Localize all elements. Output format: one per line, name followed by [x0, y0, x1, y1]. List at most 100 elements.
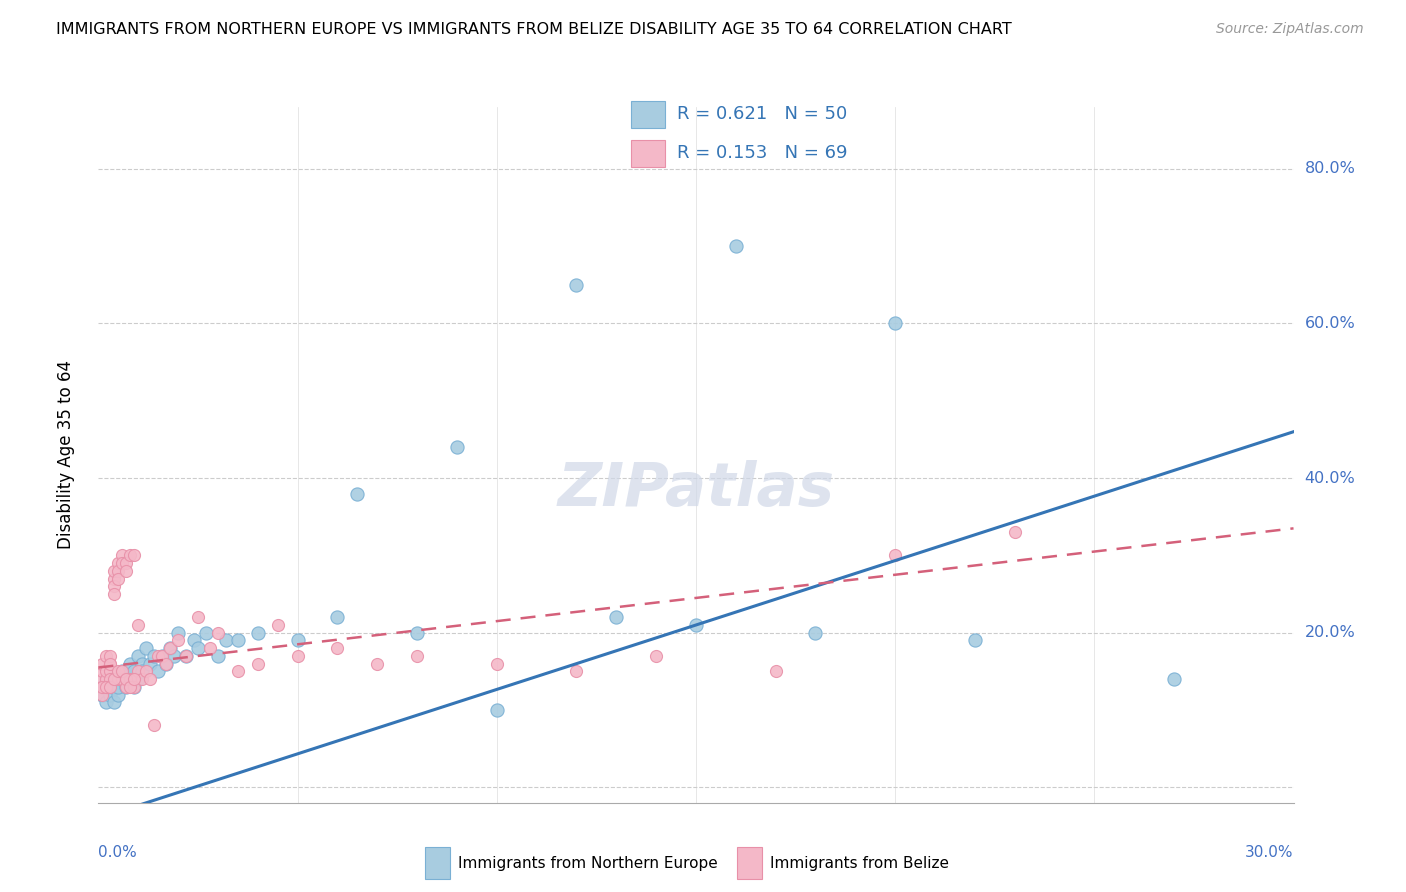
Y-axis label: Disability Age 35 to 64: Disability Age 35 to 64: [56, 360, 75, 549]
Point: [127, 665, 149, 679]
Point: [115, 556, 138, 570]
Point: [143, 718, 166, 732]
Point: [107, 556, 129, 570]
Point: [645, 648, 668, 663]
Point: [326, 641, 349, 656]
Point: [103, 680, 125, 694]
Point: [96, 648, 118, 663]
Point: [167, 625, 190, 640]
Point: [120, 672, 142, 686]
Point: [91, 680, 114, 694]
Point: [103, 672, 125, 686]
Point: [107, 688, 129, 702]
Point: [139, 672, 162, 686]
Point: [963, 633, 986, 648]
Point: [148, 648, 170, 663]
Point: [91, 680, 114, 694]
Text: 80.0%: 80.0%: [1305, 161, 1355, 177]
Point: [115, 564, 138, 578]
Point: [246, 625, 269, 640]
Bar: [631, 101, 665, 128]
Point: [111, 549, 134, 563]
Point: [406, 648, 429, 663]
Point: [155, 657, 177, 671]
Point: [884, 549, 907, 563]
Point: [485, 703, 508, 717]
Point: [143, 648, 166, 663]
Point: [96, 665, 118, 679]
Point: [107, 680, 129, 694]
Text: IMMIGRANTS FROM NORTHERN EUROPE VS IMMIGRANTS FROM BELIZE DISABILITY AGE 35 TO 6: IMMIGRANTS FROM NORTHERN EUROPE VS IMMIG…: [56, 22, 1012, 37]
Point: [96, 672, 118, 686]
Point: [155, 657, 177, 671]
Point: [159, 641, 181, 656]
Point: [207, 648, 229, 663]
Point: [96, 680, 118, 694]
Point: [605, 610, 627, 624]
Point: [150, 648, 173, 663]
Point: [565, 277, 588, 292]
Point: [135, 665, 157, 679]
Point: [111, 665, 134, 679]
Point: [198, 641, 221, 656]
Point: [485, 657, 508, 671]
Point: [115, 680, 138, 694]
Point: [226, 633, 249, 648]
Point: [148, 665, 170, 679]
Point: [187, 610, 209, 624]
Point: [107, 572, 129, 586]
Point: [91, 688, 114, 702]
Bar: [631, 140, 665, 167]
Point: [1163, 672, 1185, 686]
Point: [111, 672, 134, 686]
Bar: [425, 847, 450, 880]
Point: [96, 695, 118, 709]
Point: [124, 549, 146, 563]
Point: [98, 680, 122, 694]
Point: [287, 633, 309, 648]
Point: [215, 633, 238, 648]
Text: 30.0%: 30.0%: [1246, 846, 1294, 860]
Point: [107, 564, 129, 578]
Text: 0.0%: 0.0%: [98, 846, 138, 860]
Point: [135, 641, 157, 656]
Point: [174, 648, 197, 663]
Point: [91, 657, 114, 671]
Point: [765, 665, 787, 679]
Point: [91, 680, 114, 694]
Point: [131, 665, 153, 679]
Point: [124, 665, 146, 679]
Point: [366, 657, 388, 671]
Point: [884, 317, 907, 331]
Point: [91, 688, 114, 702]
Point: [98, 657, 122, 671]
Point: [346, 486, 368, 500]
Point: [267, 618, 290, 632]
Point: [124, 672, 146, 686]
Point: [287, 648, 309, 663]
Point: [127, 672, 149, 686]
Text: 20.0%: 20.0%: [1305, 625, 1355, 640]
Point: [120, 672, 142, 686]
Point: [98, 688, 122, 702]
Point: [98, 648, 122, 663]
Text: 60.0%: 60.0%: [1305, 316, 1355, 331]
Text: ZIPatlas: ZIPatlas: [557, 460, 835, 519]
Point: [565, 665, 588, 679]
Text: R = 0.153   N = 69: R = 0.153 N = 69: [678, 145, 848, 162]
Point: [91, 672, 114, 686]
Point: [194, 625, 218, 640]
Point: [183, 633, 205, 648]
Point: [107, 672, 129, 686]
Point: [96, 680, 118, 694]
Point: [103, 695, 125, 709]
Point: [91, 665, 114, 679]
Point: [131, 657, 153, 671]
Point: [120, 657, 142, 671]
Point: [207, 625, 229, 640]
Point: [187, 641, 209, 656]
Point: [685, 618, 707, 632]
Point: [150, 648, 173, 663]
Point: [167, 633, 190, 648]
Point: [115, 680, 138, 694]
